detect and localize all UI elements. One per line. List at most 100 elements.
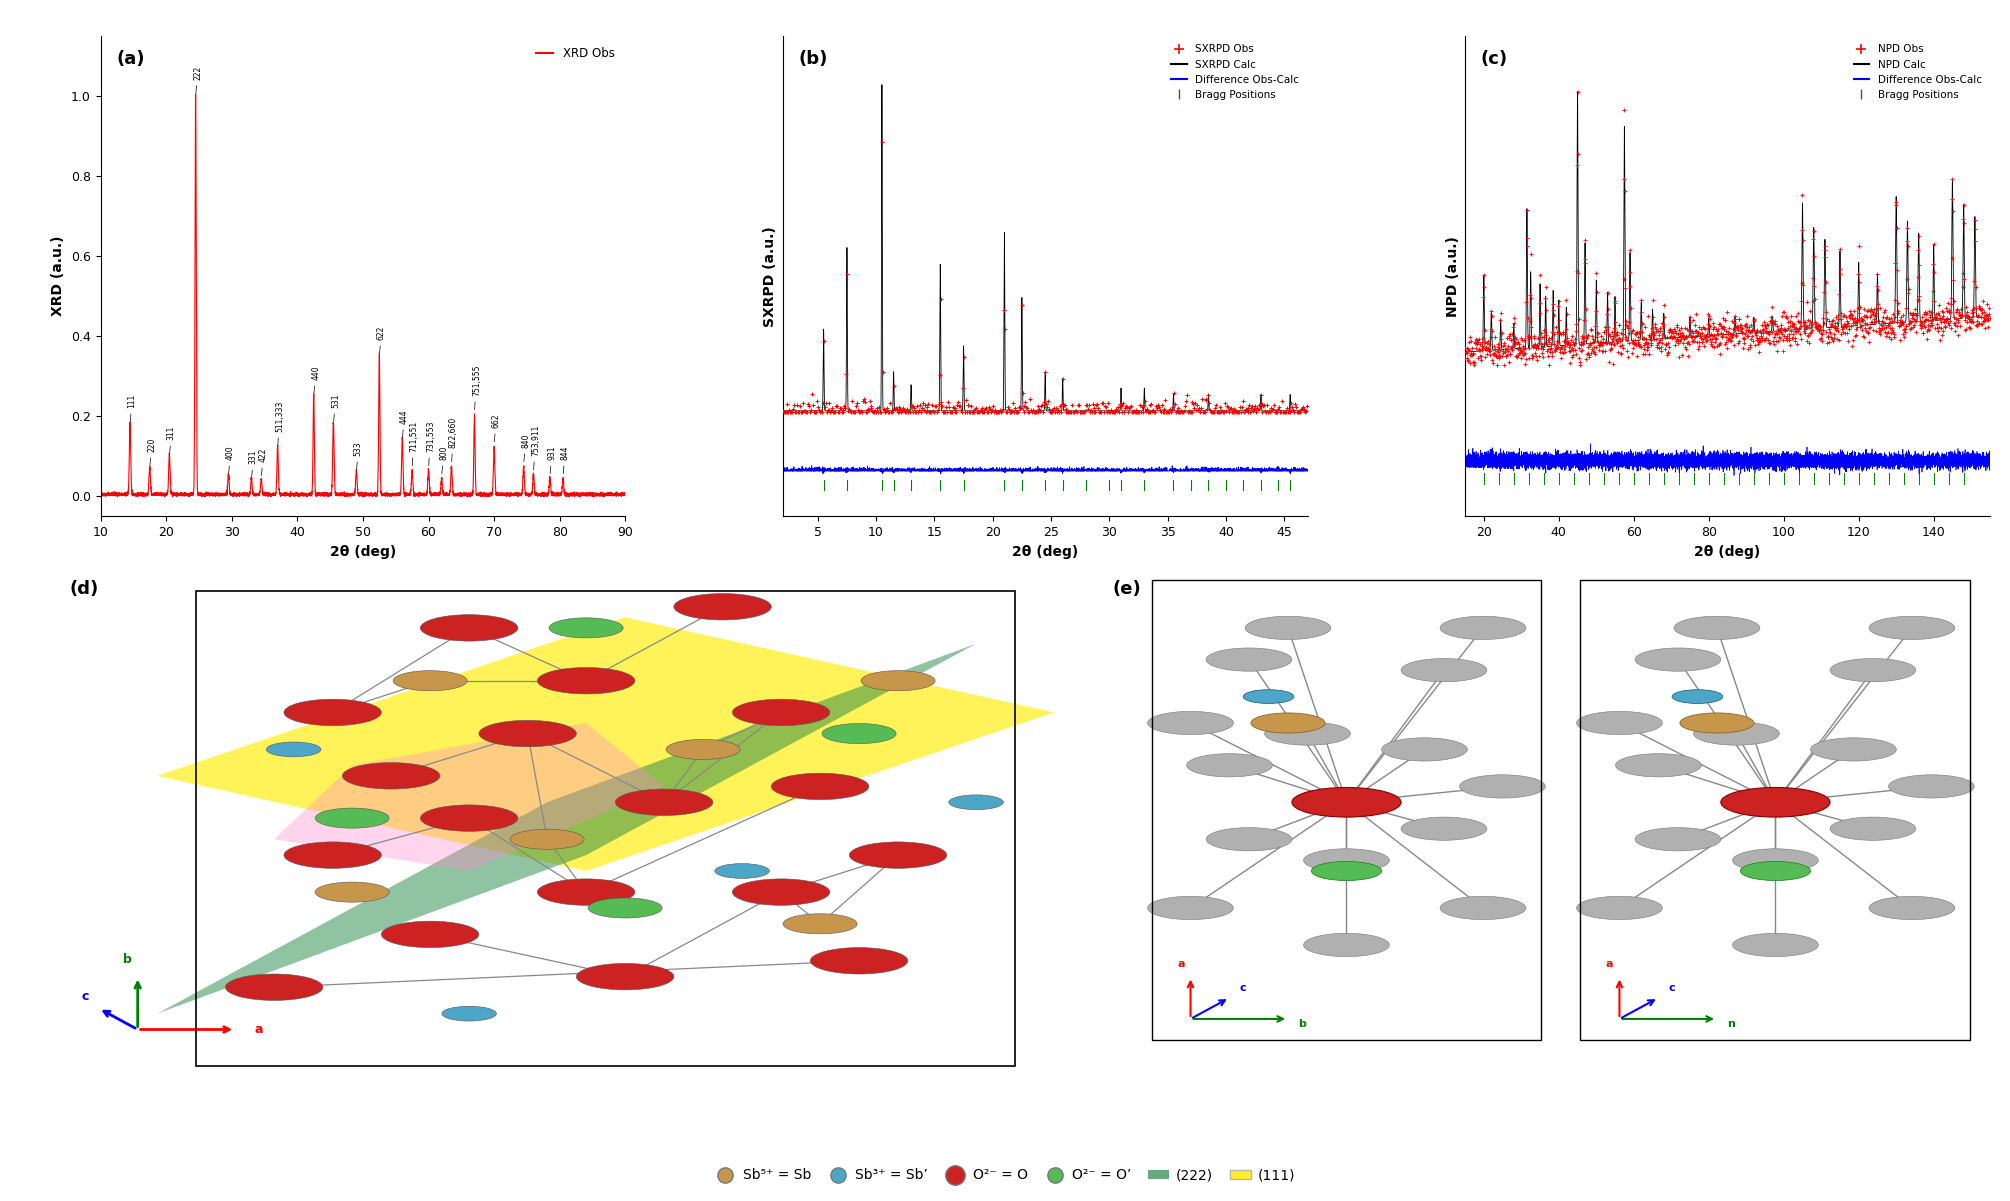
Circle shape xyxy=(589,898,661,918)
Text: a: a xyxy=(255,1023,263,1036)
X-axis label: 2θ (deg): 2θ (deg) xyxy=(1694,545,1761,558)
Circle shape xyxy=(732,699,830,725)
Text: 531: 531 xyxy=(332,394,340,422)
Text: 222: 222 xyxy=(193,66,203,94)
Circle shape xyxy=(1634,649,1721,671)
Text: n: n xyxy=(1727,1020,1735,1029)
Circle shape xyxy=(420,805,519,831)
Circle shape xyxy=(1244,616,1331,639)
Text: 533: 533 xyxy=(354,442,364,470)
Circle shape xyxy=(732,879,830,906)
Circle shape xyxy=(1680,713,1755,733)
Text: a: a xyxy=(1606,958,1614,969)
Text: 731,553: 731,553 xyxy=(426,420,434,466)
Circle shape xyxy=(1672,689,1723,704)
Text: b: b xyxy=(123,954,133,966)
Circle shape xyxy=(822,723,896,743)
Circle shape xyxy=(1311,861,1381,880)
Text: 931: 931 xyxy=(547,446,557,473)
Y-axis label: SXRPD (a.u.): SXRPD (a.u.) xyxy=(764,226,778,327)
Text: (b): (b) xyxy=(798,50,828,68)
Circle shape xyxy=(577,963,673,990)
Circle shape xyxy=(1616,754,1700,777)
Circle shape xyxy=(316,882,390,902)
Circle shape xyxy=(1869,616,1956,639)
Text: a: a xyxy=(1178,958,1184,969)
Circle shape xyxy=(1206,649,1292,671)
Circle shape xyxy=(1148,896,1234,920)
Circle shape xyxy=(283,842,382,868)
Text: (a): (a) xyxy=(117,50,145,68)
Text: 753,911: 753,911 xyxy=(531,425,541,470)
Circle shape xyxy=(1889,775,1974,797)
Text: 711,551: 711,551 xyxy=(410,422,418,466)
Circle shape xyxy=(1674,616,1761,639)
Circle shape xyxy=(1811,737,1895,761)
Circle shape xyxy=(1634,827,1721,850)
Circle shape xyxy=(1439,616,1526,639)
Circle shape xyxy=(850,842,947,868)
Text: 822,660: 822,660 xyxy=(448,417,458,461)
Text: 444: 444 xyxy=(400,410,408,437)
Text: c: c xyxy=(82,990,88,1003)
Text: 511,333: 511,333 xyxy=(275,401,283,446)
Text: (d): (d) xyxy=(70,580,98,598)
Text: c: c xyxy=(1668,982,1674,992)
Circle shape xyxy=(1401,658,1487,682)
Circle shape xyxy=(1186,754,1272,777)
Circle shape xyxy=(1242,689,1294,704)
Circle shape xyxy=(860,670,935,691)
Text: 422: 422 xyxy=(259,448,267,476)
Circle shape xyxy=(549,617,623,638)
Circle shape xyxy=(665,740,740,759)
Circle shape xyxy=(478,721,577,747)
Circle shape xyxy=(537,879,635,906)
Polygon shape xyxy=(157,617,1053,871)
Text: 331: 331 xyxy=(249,450,257,478)
Circle shape xyxy=(1148,711,1234,735)
Y-axis label: XRD (a.u.): XRD (a.u.) xyxy=(50,235,64,317)
Polygon shape xyxy=(273,723,663,871)
Text: 844: 844 xyxy=(561,446,569,473)
Circle shape xyxy=(716,864,770,878)
Circle shape xyxy=(1721,788,1829,817)
Circle shape xyxy=(772,773,868,800)
Circle shape xyxy=(267,742,322,757)
Circle shape xyxy=(283,699,382,725)
Circle shape xyxy=(1292,788,1401,817)
Text: 622: 622 xyxy=(376,325,386,353)
Circle shape xyxy=(1576,896,1662,920)
Circle shape xyxy=(1401,817,1487,841)
Text: 440: 440 xyxy=(312,365,320,394)
Circle shape xyxy=(810,948,909,974)
Circle shape xyxy=(382,921,478,948)
Text: 220: 220 xyxy=(147,438,157,466)
Circle shape xyxy=(537,668,635,694)
Circle shape xyxy=(1264,722,1351,745)
Circle shape xyxy=(342,763,440,789)
Circle shape xyxy=(1694,722,1779,745)
Circle shape xyxy=(442,1006,496,1021)
Text: (c): (c) xyxy=(1481,50,1508,68)
X-axis label: 2θ (deg): 2θ (deg) xyxy=(330,545,396,558)
Text: 400: 400 xyxy=(225,446,235,473)
Legend: XRD Obs: XRD Obs xyxy=(531,42,619,65)
Legend: NPD Obs, NPD Calc, Difference Obs-Calc, Bragg Positions: NPD Obs, NPD Calc, Difference Obs-Calc, … xyxy=(1851,41,1984,103)
Circle shape xyxy=(1304,849,1389,872)
Text: 662: 662 xyxy=(492,414,500,442)
Text: b: b xyxy=(1298,1020,1306,1029)
Text: 840: 840 xyxy=(521,434,531,461)
Text: c: c xyxy=(1240,982,1246,992)
Circle shape xyxy=(1459,775,1546,797)
Circle shape xyxy=(1741,861,1811,880)
Circle shape xyxy=(784,914,856,934)
Circle shape xyxy=(1304,933,1389,956)
Legend: Sb⁵⁺ = Sb, Sb³⁺ = Sb’, O²⁻ = O, O²⁻ = O’, (222), (111): Sb⁵⁺ = Sb, Sb³⁺ = Sb’, O²⁻ = O, O²⁻ = O’… xyxy=(710,1163,1300,1188)
Circle shape xyxy=(511,829,585,849)
Circle shape xyxy=(420,615,519,641)
Circle shape xyxy=(1381,737,1467,761)
Circle shape xyxy=(394,670,466,691)
Circle shape xyxy=(1576,711,1662,735)
Polygon shape xyxy=(157,644,977,1014)
Circle shape xyxy=(1439,896,1526,920)
